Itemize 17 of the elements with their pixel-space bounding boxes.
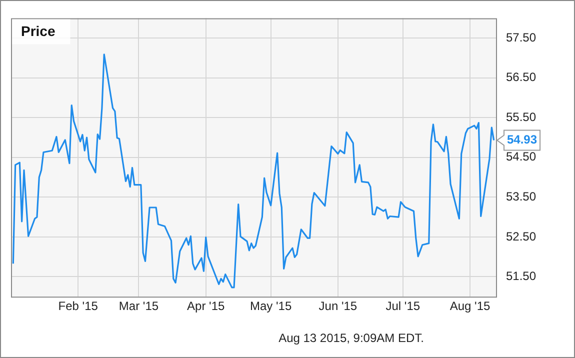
y-tick-label: 54.50 xyxy=(506,150,536,164)
y-tick-label: 52.50 xyxy=(506,229,536,244)
x-tick-label: Feb '15 xyxy=(58,299,98,314)
x-tick-label: Apr '15 xyxy=(187,299,226,314)
y-tick-label: 53.50 xyxy=(506,189,536,204)
chart-title: Price xyxy=(21,23,56,40)
y-tick-label: 57.50 xyxy=(506,30,536,44)
y-tick-label: 51.50 xyxy=(506,269,536,284)
x-tick-label: Aug '15 xyxy=(450,299,491,314)
text: Aug 13 2015, 9:09AM EDT. xyxy=(278,331,424,345)
x-tick-label: Jul '15 xyxy=(386,299,420,314)
x-tick-label: May '15 xyxy=(250,299,292,314)
y-tick-label: 56.50 xyxy=(506,70,536,84)
x-tick-label: Jun '15 xyxy=(318,299,358,314)
x-tick-label: Mar '15 xyxy=(118,299,159,314)
data-label: 54.93 xyxy=(507,132,538,147)
y-tick-label: 55.50 xyxy=(506,110,536,124)
